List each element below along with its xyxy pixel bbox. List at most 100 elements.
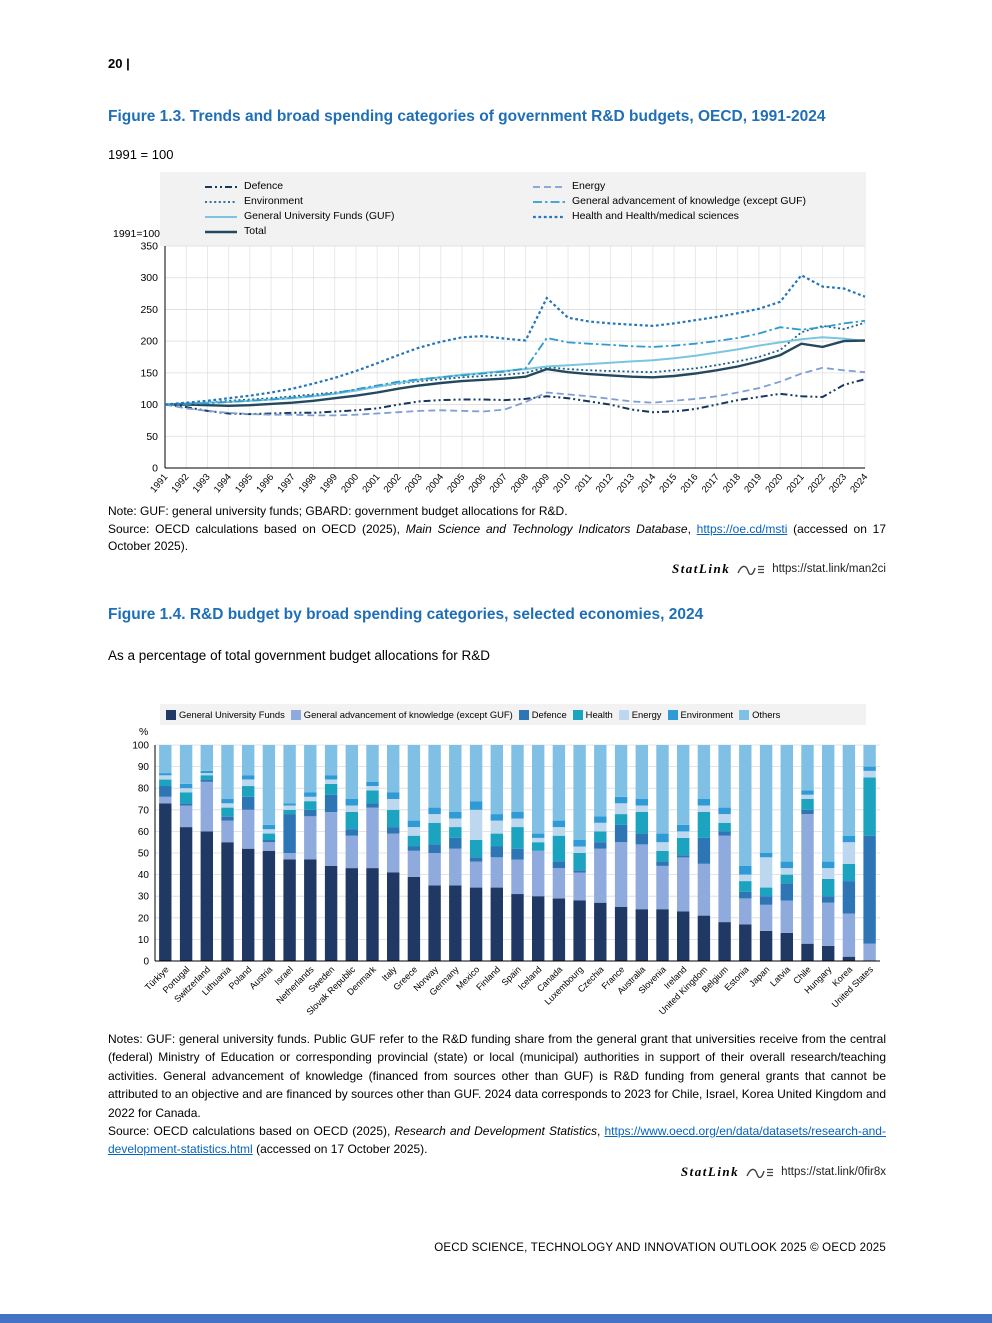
- bar-segment-defence: [407, 846, 421, 851]
- bar-segment-general-university-funds: [614, 907, 628, 961]
- bar-segment-defence: [366, 803, 379, 808]
- bar-segment-health: [387, 809, 400, 828]
- svg-text:2000: 2000: [339, 472, 361, 495]
- source-link[interactable]: https://oe.cd/msti: [696, 521, 788, 536]
- bar-segment-others: [863, 745, 876, 767]
- bar-segment-defence: [697, 837, 711, 864]
- bar-segment-general-university-funds: [759, 930, 773, 961]
- bar-segment-defence: [614, 824, 628, 843]
- bar-segment-health: [200, 775, 213, 780]
- legend-label: General University Funds: [179, 709, 285, 720]
- legend-line-sample: [205, 230, 237, 233]
- svg-text:1998: 1998: [297, 472, 319, 495]
- bar-segment-defence: [552, 861, 566, 869]
- bar-segment-environment: [552, 820, 566, 828]
- bar-segment-defence: [304, 809, 317, 817]
- bar-segment-others: [656, 745, 669, 834]
- bar-segment-environment: [387, 792, 400, 799]
- bottom-accent-bar: [0, 1314, 992, 1323]
- bar-segment-defence: [428, 844, 441, 853]
- legend-line-sample: [205, 185, 237, 188]
- bar-segment-defence: [179, 803, 193, 806]
- bar-segment-environment: [594, 816, 607, 823]
- series-general-advancement-of-knowledge-except-guf: [164, 319, 866, 406]
- bar-segment-energy: [863, 770, 876, 778]
- bar-segment-others: [842, 745, 856, 836]
- bar-segment-health: [552, 835, 566, 862]
- bar-segment-general-university-funds: [801, 943, 814, 961]
- bar-segment-environment: [656, 833, 669, 843]
- bar-segment-health: [697, 812, 711, 838]
- bar-segment-energy: [221, 803, 234, 808]
- bar-segment-others: [407, 745, 421, 821]
- statlink-url[interactable]: https://stat.link/man2ci: [772, 562, 886, 575]
- bar-segment-general-advancement-of-knowledge-except-guf: [449, 848, 462, 886]
- bar-segment-general-advancement-of-knowledge-except-guf: [242, 809, 255, 849]
- bar-segment-defence: [511, 848, 524, 860]
- bar-segment-health: [366, 790, 379, 804]
- svg-text:100: 100: [132, 741, 149, 752]
- source-suffix: (accessed on 17 October 2025).: [252, 1142, 428, 1157]
- bar-segment-environment: [759, 853, 773, 858]
- svg-text:2002: 2002: [382, 472, 404, 495]
- bar-segment-general-advancement-of-knowledge-except-guf: [759, 904, 773, 931]
- bar-segment-environment: [863, 766, 876, 771]
- svg-text:2013: 2013: [615, 472, 637, 495]
- bar-segment-defence: [324, 794, 338, 812]
- legend-item-general-university-funds: General University Funds: [166, 709, 285, 720]
- svg-text:100: 100: [140, 399, 158, 411]
- series-total: [165, 339, 866, 408]
- bar-segment-others: [801, 745, 814, 791]
- bar-segment-general-advancement-of-knowledge-except-guf: [532, 850, 545, 897]
- bar-segment-health: [573, 853, 586, 871]
- bar-segment-general-advancement-of-knowledge-except-guf: [863, 943, 876, 961]
- bar-segment-general-university-funds: [552, 898, 566, 961]
- bar-chart-svg: 0102030405060708090100%TürkiyePortugalSw…: [132, 726, 880, 1017]
- legend-label: General advancement of knowledge (except…: [572, 195, 807, 207]
- legend-item-total: Total: [204, 225, 532, 238]
- bar-segment-general-advancement-of-knowledge-except-guf: [366, 807, 379, 869]
- bar-segment-general-advancement-of-knowledge-except-guf: [324, 812, 338, 866]
- bar-segment-general-advancement-of-knowledge-except-guf: [677, 857, 690, 912]
- bar-segment-health: [407, 835, 421, 847]
- svg-text:2016: 2016: [679, 472, 701, 495]
- bar-segment-environment: [801, 790, 814, 795]
- figure-1-3-notes-block: Note: GUF: general university funds; GBA…: [108, 503, 886, 577]
- svg-text:0: 0: [152, 463, 158, 475]
- bar-segment-environment: [511, 812, 524, 819]
- bar-segment-others: [532, 745, 545, 834]
- svg-text:350: 350: [140, 241, 158, 253]
- svg-text:2008: 2008: [509, 472, 531, 495]
- bar-segment-environment: [842, 835, 856, 843]
- legend-column: Defence Environment General University Fun…: [204, 180, 532, 238]
- bar-segment-environment: [614, 796, 628, 804]
- legend-item-energy: Energy: [532, 180, 860, 193]
- source-link[interactable]: https://www.oecd.org/en/data/datasets/re…: [108, 1124, 886, 1157]
- bar-segment-health: [532, 842, 545, 851]
- source-prefix: Source: OECD calculations based on OECD …: [108, 521, 406, 536]
- bar-segment-defence: [842, 881, 856, 914]
- legend-label: General advancement of knowledge (except…: [303, 709, 513, 720]
- bar-segment-general-advancement-of-knowledge-except-guf: [801, 814, 814, 944]
- bar-segment-others: [200, 745, 213, 771]
- statlink-url[interactable]: https://stat.link/0fir8x: [781, 1165, 886, 1178]
- bar-segment-others: [511, 745, 524, 812]
- legend-item-defence: Defence: [518, 709, 567, 720]
- bar-segment-others: [469, 745, 483, 802]
- bar-segment-general-university-funds: [532, 896, 545, 961]
- bar-segment-environment: [428, 807, 441, 815]
- svg-text:Austria: Austria: [247, 964, 274, 991]
- bar-segment-defence: [594, 842, 607, 849]
- bar-segment-health: [159, 779, 172, 787]
- bar-segment-general-university-funds: [573, 900, 586, 961]
- bar-segment-general-university-funds: [179, 827, 193, 961]
- bar-segment-general-advancement-of-knowledge-except-guf: [428, 853, 441, 886]
- bar-segment-environment: [469, 801, 483, 810]
- bar-segment-health: [801, 799, 814, 810]
- bar-segment-environment: [822, 861, 835, 869]
- bar-segment-energy: [532, 837, 545, 843]
- bar-segment-environment: [345, 799, 358, 806]
- bar-segment-general-advancement-of-knowledge-except-guf: [739, 898, 752, 925]
- legend-swatch: [572, 709, 583, 720]
